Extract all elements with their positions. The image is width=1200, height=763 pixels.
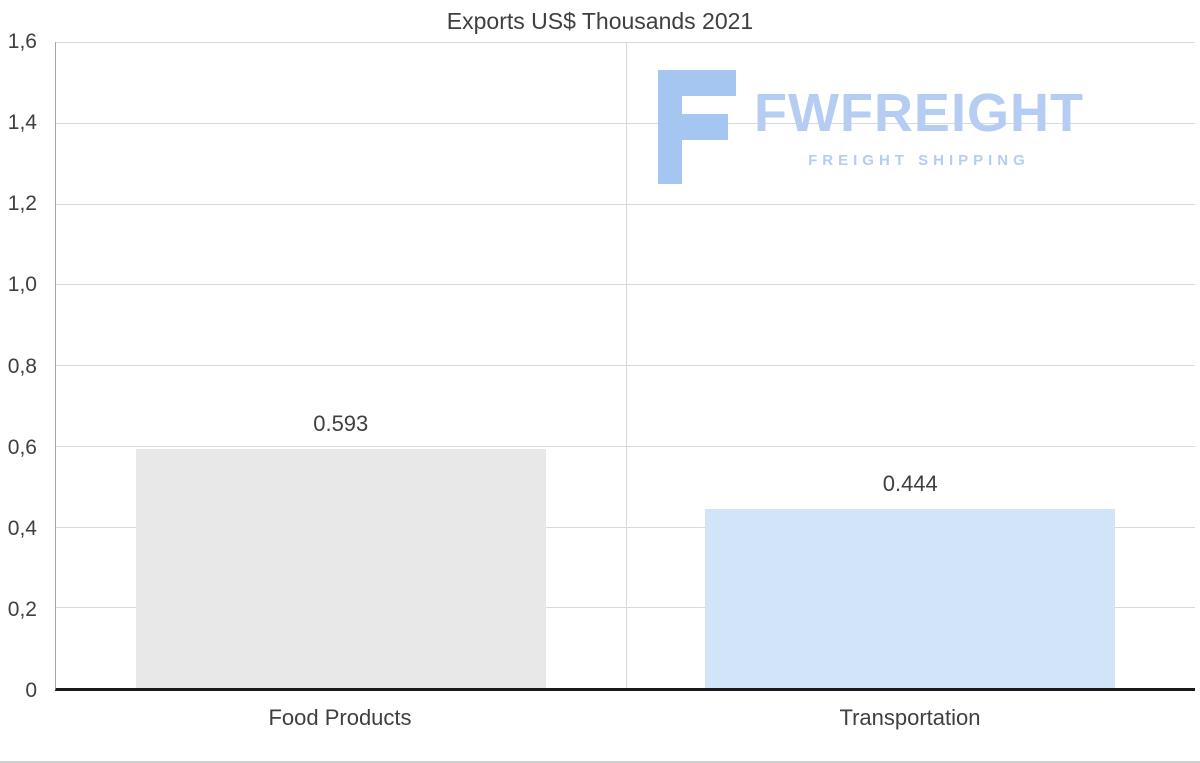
gridlines [56,42,1195,688]
watermark-logo: FWFREIGHT FREIGHT SHIPPING [648,70,1084,184]
gridline [56,42,1195,43]
gridline [56,122,1195,124]
plot-area: 0.593 0.444 [55,42,1195,691]
bar-value-label-transportation: 0.444 [882,470,938,496]
gridline [56,607,1195,609]
gridline [56,365,1195,366]
bar-value-label-food-products: 0.593 [313,410,369,436]
bar-transportation [705,508,1116,688]
bar-food-products [135,448,546,688]
x-axis-label-transportation: Transportation [839,705,981,730]
gridline [56,284,1195,286]
y-tick-label: 1,4 [7,111,37,135]
y-tick-label: 0,8 [7,354,37,378]
y-axis: 0 0,2 0,4 0,6 0,8 1,0 1,2 1,4 1,6 [0,30,47,702]
x-axis-labels: Food Products Transportation [55,697,1195,731]
gridline [56,445,1195,447]
logo-text-block: FWFREIGHT FREIGHT SHIPPING [754,86,1084,169]
bar-slot-food-products: 0.593 [56,42,626,688]
y-tick-label: 1,6 [7,30,37,53]
logo-tagline: FREIGHT SHIPPING [808,151,1030,169]
y-tick-label: 0,2 [7,597,37,621]
gridline [56,526,1195,528]
y-tick-label: 1,2 [7,192,37,216]
logo-name: FWFREIGHT [754,82,1084,143]
y-tick-label: 0 [25,679,37,702]
bar-slot-transportation: 0.444 [626,42,1196,688]
gridline [56,203,1195,205]
bars-layer: 0.593 0.444 [56,42,1195,688]
y-tick-label: 1,0 [7,273,37,297]
f-monogram-shape [658,70,736,184]
fwfreight-logo-icon [658,70,736,184]
chart-title: Exports US$ Thousands 2021 [446,8,754,34]
y-tick-label: 0,4 [7,516,37,540]
x-axis-label-food-products: Food Products [268,705,412,730]
y-tick-label: 0,6 [7,435,37,459]
